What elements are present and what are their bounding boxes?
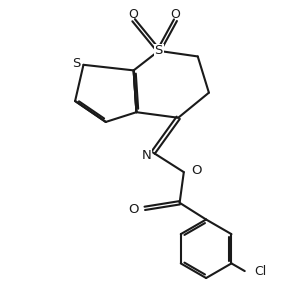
Text: S: S [72, 57, 81, 70]
Text: S: S [154, 44, 163, 57]
Text: N: N [142, 149, 152, 162]
Text: O: O [129, 8, 139, 21]
Text: O: O [170, 8, 180, 21]
Text: O: O [129, 203, 139, 216]
Text: O: O [191, 164, 201, 177]
Text: Cl: Cl [254, 265, 267, 278]
